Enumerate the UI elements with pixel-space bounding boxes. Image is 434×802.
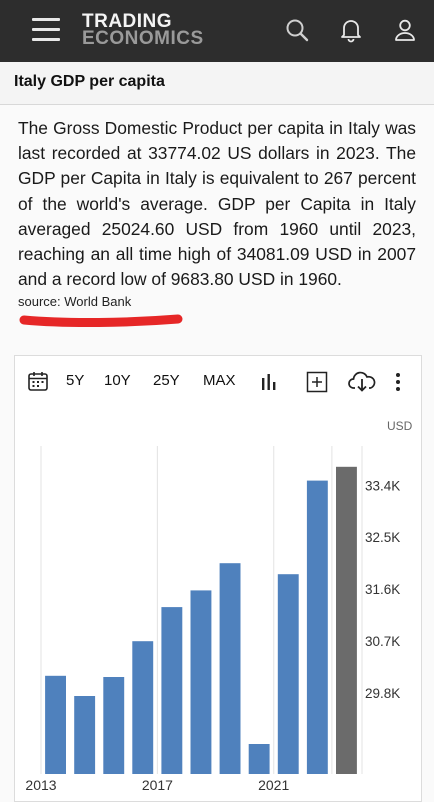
description-text: The Gross Domestic Product per capita in… (18, 118, 416, 290)
bar-2017[interactable] (161, 607, 183, 774)
bar-2018[interactable] (190, 590, 212, 774)
bar-2022[interactable] (306, 480, 328, 774)
bar-2020[interactable] (248, 744, 270, 774)
unit-label: USD (387, 419, 413, 433)
bar-2019[interactable] (219, 563, 241, 774)
bell-icon[interactable] (338, 17, 364, 43)
calendar-icon[interactable] (27, 370, 49, 392)
top-bar: TRADING ECONOMICS (0, 0, 434, 62)
search-icon[interactable] (284, 17, 310, 43)
bar-chart: 29.8K 30.7K 31.6K 32.5K 33.4K 2013 2017 2021 (25, 446, 400, 793)
bar-2015[interactable] (103, 677, 125, 774)
x-tick-label: 2017 (142, 777, 173, 793)
range-max-button[interactable]: MAX (203, 372, 236, 389)
y-tick-label: 29.8K (365, 686, 400, 701)
page-title-bar: Italy GDP per capita (0, 62, 434, 105)
x-tick-label: 2021 (258, 777, 289, 793)
bar-chart-icon[interactable] (260, 372, 278, 392)
range-10y-button[interactable]: 10Y (104, 372, 131, 389)
menu-icon[interactable] (32, 18, 60, 42)
x-tick-label: 2013 (25, 777, 56, 793)
page-title: Italy GDP per capita (14, 73, 165, 90)
bar-2014[interactable] (74, 696, 96, 774)
bar-2016[interactable] (132, 641, 154, 774)
bar-2013[interactable] (45, 675, 66, 774)
y-tick-label: 31.6K (365, 582, 400, 597)
user-icon[interactable] (392, 17, 418, 43)
site-logo[interactable]: TRADING ECONOMICS (82, 11, 204, 49)
y-tick-label: 32.5K (365, 530, 400, 545)
chart-card: 5Y 10Y 25Y MAX USD 29.8K 30.7K 31.6K 32.5K 3… (14, 355, 422, 802)
y-tick-label: 33.4K (365, 478, 400, 493)
y-tick-label: 30.7K (365, 634, 400, 649)
bar-2021[interactable] (277, 574, 299, 774)
range-25y-button[interactable]: 25Y (153, 372, 180, 389)
more-icon[interactable] (394, 372, 402, 392)
logo-line1: TRADING (82, 11, 173, 32)
download-icon[interactable] (348, 370, 376, 394)
logo-line2: ECONOMICS (82, 28, 204, 49)
bar-2023[interactable] (336, 466, 357, 774)
add-icon[interactable] (306, 371, 328, 393)
chart-toolbar: 5Y 10Y 25Y MAX (15, 356, 421, 408)
range-5y-button[interactable]: 5Y (66, 372, 85, 389)
red-underline-mark (19, 314, 183, 328)
source-label: source: World Bank (18, 294, 132, 309)
